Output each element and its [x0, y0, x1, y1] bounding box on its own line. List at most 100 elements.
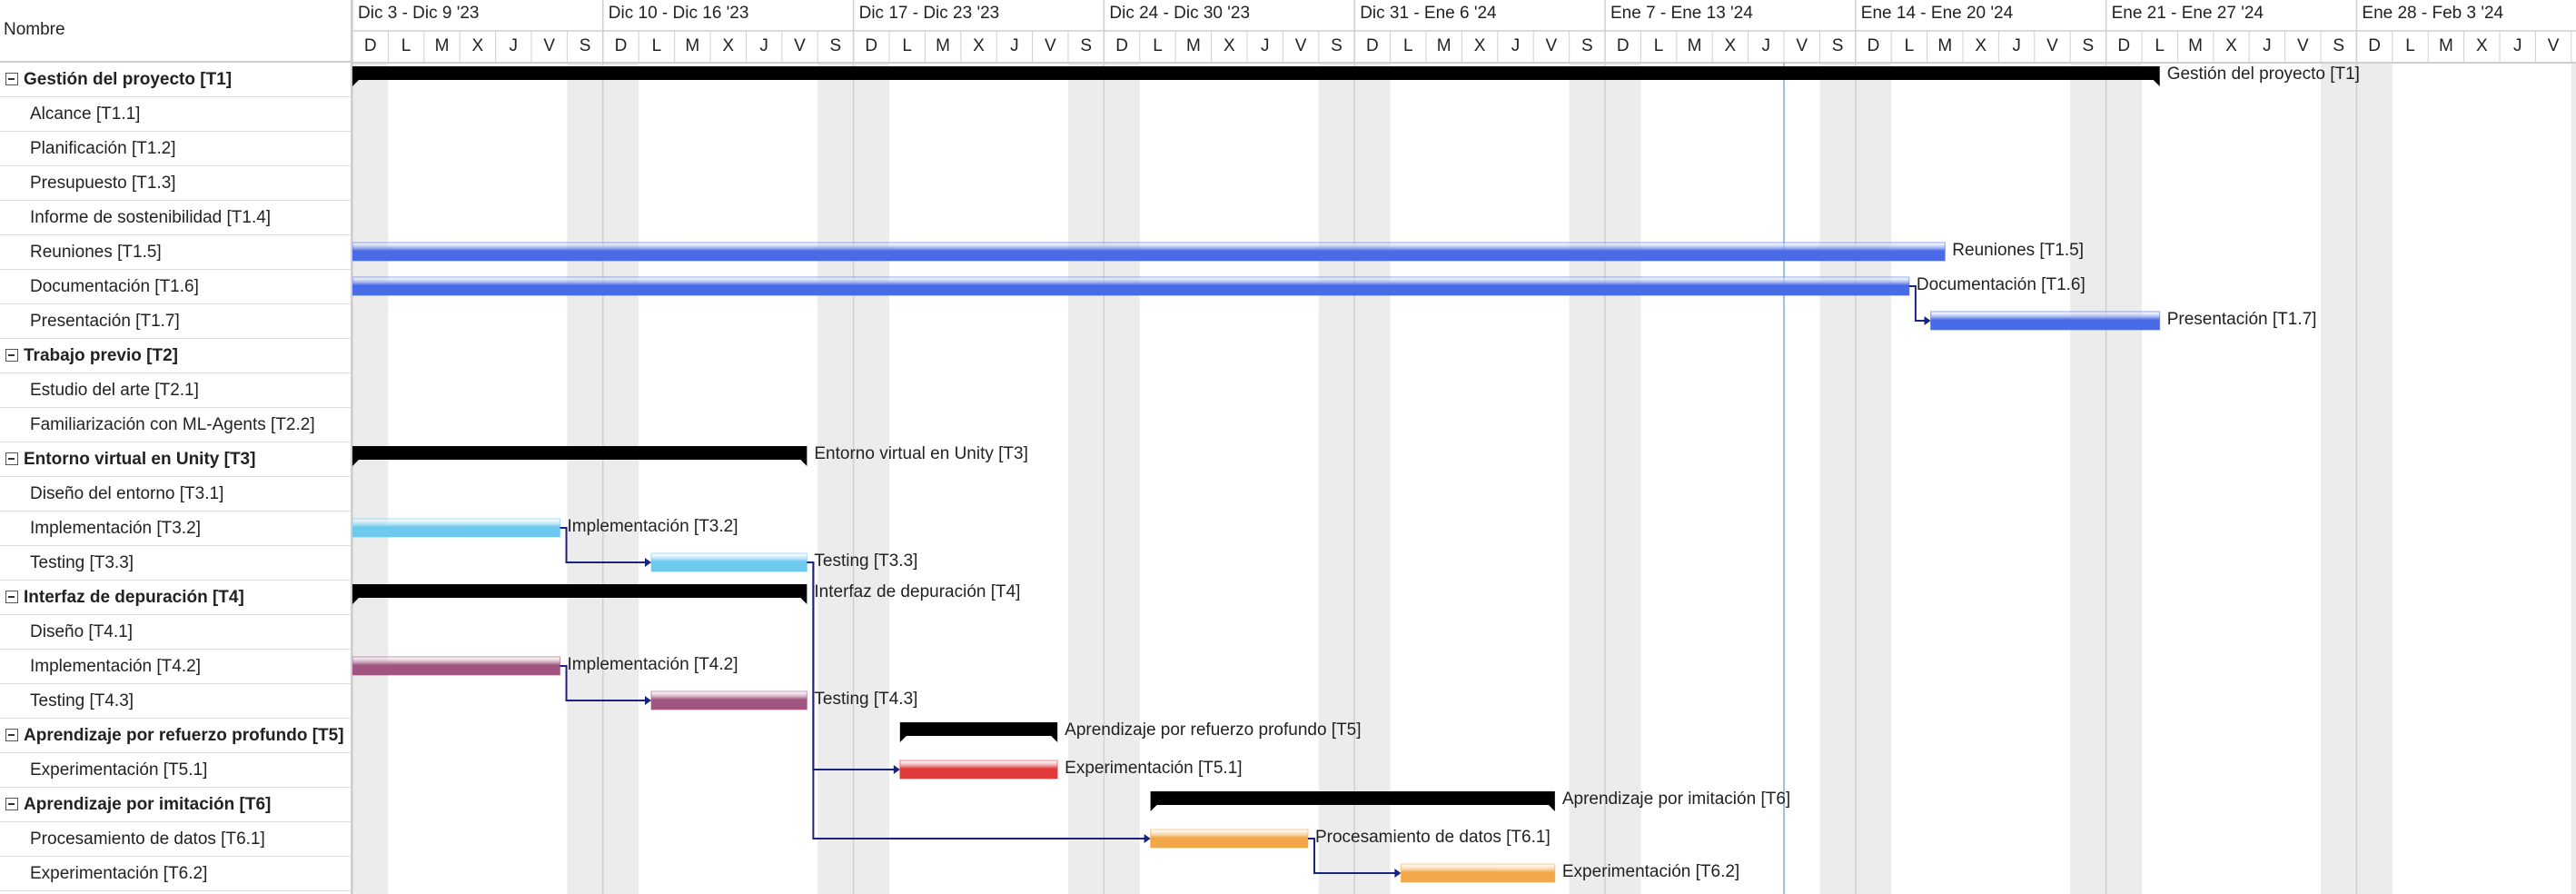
task-row[interactable]: Alcance [T1.1]	[0, 97, 351, 132]
day-label: J	[1511, 36, 1521, 55]
task-name: Implementación [T3.2]	[30, 519, 201, 538]
day-label: J	[2012, 36, 2021, 55]
dependency-link	[560, 665, 646, 701]
task-name: Informe de sostenibilidad [T1.4]	[30, 208, 272, 227]
collapse-toggle-icon[interactable]	[5, 591, 18, 603]
weekend-shade	[602, 63, 639, 894]
day-label: X	[722, 36, 735, 55]
bar-label: Gestión del proyecto [T1]	[2166, 65, 2360, 84]
task-row[interactable]: Estudio del arte [T2.1]	[0, 373, 351, 408]
collapse-toggle-icon[interactable]	[5, 729, 18, 741]
dependency-arrow-icon	[1394, 869, 1402, 878]
day-label: V	[1796, 36, 1808, 55]
task-name: Diseño [T4.1]	[30, 622, 133, 641]
task-row[interactable]: Diseño [T4.1]	[0, 615, 351, 650]
task-name: Testing [T3.3]	[30, 553, 134, 572]
day-label: V	[2046, 36, 2058, 55]
task-bar[interactable]	[352, 657, 560, 675]
task-bar[interactable]	[899, 760, 1058, 779]
day-label: D	[2368, 36, 2381, 55]
task-row[interactable]: Documentación [T1.6]	[0, 270, 351, 304]
collapse-toggle-icon[interactable]	[5, 798, 18, 810]
day-label: M	[1436, 36, 1451, 55]
day-label: S	[579, 36, 591, 55]
bar-label: Implementación [T4.2]	[567, 655, 738, 674]
collapse-toggle-icon[interactable]	[5, 349, 18, 362]
day-label: L	[651, 36, 662, 55]
task-row[interactable]: Presupuesto [T1.3]	[0, 166, 351, 201]
task-group-row[interactable]: Aprendizaje por imitación [T6]	[0, 788, 351, 822]
task-row[interactable]: Informe de sostenibilidad [T1.4]	[0, 201, 351, 235]
task-group-row[interactable]: Aprendizaje por refuerzo profundo [T5]	[0, 719, 351, 753]
task-name: Entorno virtual en Unity [T3]	[24, 450, 256, 469]
task-bar[interactable]	[650, 691, 807, 710]
summary-bar-cap	[899, 736, 907, 742]
day-label: J	[1260, 36, 1270, 55]
task-row[interactable]: Testing [T4.3]	[0, 684, 351, 719]
weekend-shade	[1354, 63, 1391, 894]
collapse-toggle-icon[interactable]	[5, 452, 18, 465]
task-row[interactable]: Reuniones [T1.5]	[0, 235, 351, 270]
task-row[interactable]: Diseño del entorno [T3.1]	[0, 477, 351, 512]
task-group-row[interactable]: Trabajo previo [T2]	[0, 339, 351, 373]
task-row[interactable]: Familiarización con ML-Agents [T2.2]	[0, 408, 351, 442]
weekend-shade	[2571, 63, 2576, 894]
day-label: L	[2405, 36, 2415, 55]
task-name: Planificación [T1.2]	[30, 139, 176, 158]
week-label: Dic 17 - Dic 23 '23	[858, 4, 1000, 23]
day-label: S	[2333, 36, 2345, 55]
day-label: J	[509, 36, 519, 55]
bar-label: Testing [T3.3]	[814, 551, 918, 571]
bar-label: Experimentación [T5.1]	[1065, 759, 1243, 778]
task-bar[interactable]	[1401, 864, 1555, 882]
bar-label: Interfaz de depuración [T4]	[814, 582, 1021, 601]
task-row[interactable]: Procesamiento de datos [T6.1]	[0, 822, 351, 857]
bar-label: Presentación [T1.7]	[2166, 310, 2317, 329]
task-bar[interactable]	[352, 519, 560, 537]
day-label: X	[2475, 36, 2488, 55]
day-label: M	[1687, 36, 1702, 55]
bar-label: Reuniones [T1.5]	[1952, 241, 2084, 260]
task-bar[interactable]	[352, 277, 1909, 295]
day-label: J	[2263, 36, 2272, 55]
name-column-header[interactable]: Nombre	[4, 20, 65, 39]
task-name: Presupuesto [T1.3]	[30, 174, 176, 193]
task-row[interactable]: Experimentación [T6.2]	[0, 857, 351, 891]
week-label: Dic 31 - Ene 6 '24	[1360, 4, 1497, 23]
day-label: M	[936, 36, 950, 55]
summary-bar	[352, 584, 807, 598]
task-name: Aprendizaje por refuerzo profundo [T5]	[24, 726, 344, 745]
dependency-link	[560, 527, 646, 563]
task-row[interactable]: Planificación [T1.2]	[0, 132, 351, 166]
day-label: D	[2117, 36, 2131, 55]
weekend-shade	[1318, 63, 1355, 894]
day-label: S	[1080, 36, 1093, 55]
task-bar[interactable]	[1150, 829, 1308, 848]
task-row[interactable]: Implementación [T4.2]	[0, 650, 351, 684]
day-label: X	[471, 36, 484, 55]
day-label: L	[1904, 36, 1915, 55]
day-label: M	[1937, 36, 1953, 55]
task-row[interactable]: Testing [T3.3]	[0, 546, 351, 581]
day-label: L	[1653, 36, 1664, 55]
day-label: L	[2155, 36, 2165, 55]
task-row[interactable]: Experimentación [T5.1]	[0, 753, 351, 788]
task-group-row[interactable]: Interfaz de depuración [T4]	[0, 581, 351, 615]
task-bar[interactable]	[1930, 312, 2160, 330]
summary-bar-cap	[352, 598, 359, 604]
day-label: D	[865, 36, 878, 55]
weekend-shade	[1569, 63, 1605, 894]
day-label: X	[1975, 36, 1987, 55]
task-bar[interactable]	[650, 553, 807, 571]
task-group-row[interactable]: Gestión del proyecto [T1]	[0, 63, 351, 97]
task-name: Implementación [T4.2]	[30, 657, 201, 676]
task-bar-outline	[352, 276, 1910, 296]
task-bar[interactable]	[352, 243, 1946, 261]
task-group-row[interactable]: Entorno virtual en Unity [T3]	[0, 442, 351, 477]
task-row[interactable]: Presentación [T1.7]	[0, 304, 351, 339]
task-name: Experimentación [T5.1]	[30, 760, 208, 780]
dependency-link	[1908, 285, 1926, 322]
collapse-toggle-icon[interactable]	[5, 73, 18, 85]
task-row[interactable]: Implementación [T3.2]	[0, 512, 351, 546]
